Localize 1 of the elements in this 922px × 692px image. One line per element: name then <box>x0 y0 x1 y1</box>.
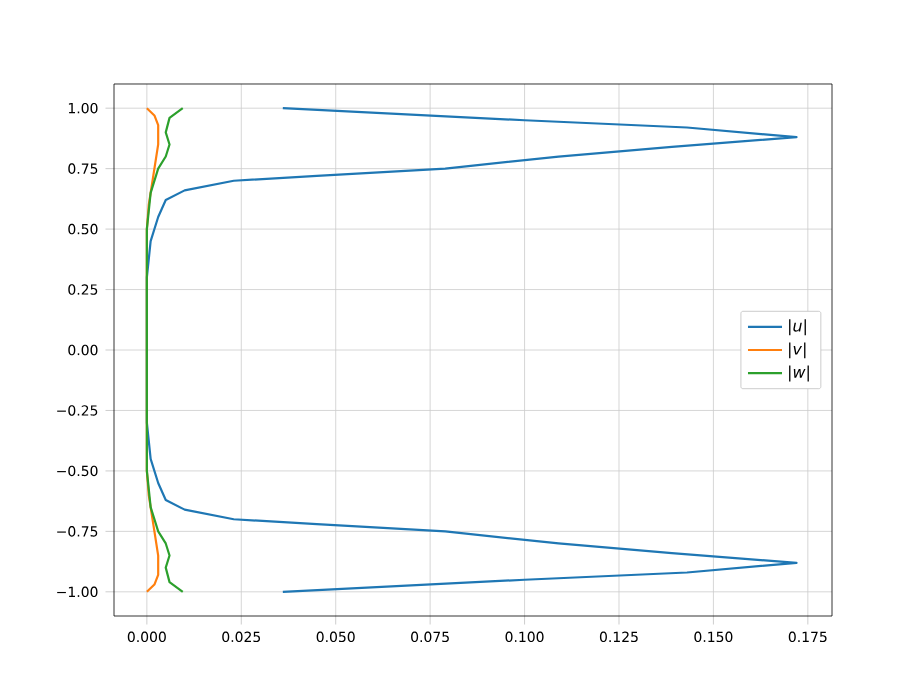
line-series <box>145 107 184 593</box>
